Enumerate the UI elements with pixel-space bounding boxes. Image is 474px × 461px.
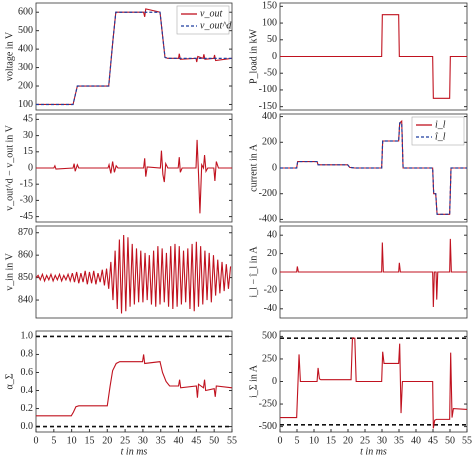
y-tick-label: 0 bbox=[28, 162, 33, 173]
y-tick-label: 15 bbox=[23, 146, 33, 157]
series-line bbox=[36, 139, 232, 214]
x-tick-label: 40 bbox=[411, 435, 421, 446]
x-tick-label: 55 bbox=[462, 435, 472, 446]
x-tick-label: 25 bbox=[120, 435, 130, 446]
y-tick-label: 500 bbox=[18, 25, 33, 36]
y-tick-label: 840 bbox=[18, 294, 33, 305]
y-tick-label: -400 bbox=[259, 214, 277, 225]
y-axis-label: i_l − î_l in A bbox=[248, 246, 259, 298]
y-tick-label: -20 bbox=[264, 285, 277, 296]
y-tick-label: 870 bbox=[18, 227, 33, 238]
y-tick-label: 0 bbox=[272, 162, 277, 173]
legend-box bbox=[411, 116, 465, 146]
x-axis-label: t in ms bbox=[121, 446, 148, 456]
x-tick-label: 30 bbox=[138, 435, 148, 446]
x-tick-label: 5 bbox=[295, 435, 300, 446]
x-axis-label: t in ms bbox=[360, 446, 387, 456]
y-tick-label: 200 bbox=[262, 137, 277, 148]
x-tick-label: 15 bbox=[326, 435, 336, 446]
y-tick-label: 150 bbox=[262, 1, 277, 12]
x-tick-label: 45 bbox=[428, 435, 438, 446]
x-tick-label: 55 bbox=[227, 435, 237, 446]
y-tick-label: 0.4 bbox=[21, 385, 34, 396]
y-tick-label: -40 bbox=[264, 303, 277, 314]
y-axis-label: P_load in kW bbox=[248, 28, 259, 84]
y-tick-label: 0.2 bbox=[21, 403, 34, 414]
y-tick-label: -100 bbox=[259, 84, 277, 95]
y-tick-label: 0.0 bbox=[21, 421, 34, 432]
y-axis-label: voltage in V bbox=[4, 31, 15, 81]
legend-label: i_l bbox=[435, 119, 446, 130]
y-tick-label: 40 bbox=[267, 229, 277, 240]
series-line bbox=[36, 11, 232, 106]
x-tick-label: 40 bbox=[174, 435, 184, 446]
series-line bbox=[280, 119, 467, 215]
y-axis-label: α_Σ bbox=[4, 373, 15, 389]
x-tick-label: 15 bbox=[84, 435, 94, 446]
y-tick-label: 500 bbox=[262, 331, 277, 342]
legend-box bbox=[176, 5, 230, 35]
y-tick-label: 0.8 bbox=[21, 349, 34, 360]
y-tick-label: 45 bbox=[23, 114, 33, 125]
x-tick-label: 35 bbox=[156, 435, 166, 446]
x-tick-label: 10 bbox=[309, 435, 319, 446]
y-tick-label: 850 bbox=[18, 272, 33, 283]
x-tick-label: 50 bbox=[445, 435, 455, 446]
y-tick-label: 50 bbox=[267, 34, 277, 45]
y-tick-label: -50 bbox=[264, 68, 277, 79]
plot-frame bbox=[35, 330, 233, 433]
y-tick-label: -15 bbox=[20, 178, 33, 189]
y-tick-label: 0 bbox=[272, 51, 277, 62]
x-tick-label: 30 bbox=[377, 435, 387, 446]
series-line bbox=[280, 14, 467, 99]
y-tick-label: 0 bbox=[272, 376, 277, 387]
legend-label: v_out^d bbox=[200, 20, 232, 31]
x-tick-label: 0 bbox=[278, 435, 283, 446]
y-tick-label: 100 bbox=[18, 99, 33, 110]
y-tick-label: 20 bbox=[267, 248, 277, 259]
y-tick-label: 600 bbox=[18, 7, 33, 18]
y-axis-label: current in A bbox=[248, 143, 259, 192]
series-line bbox=[35, 234, 232, 314]
x-tick-label: 25 bbox=[360, 435, 370, 446]
y-tick-label: 400 bbox=[18, 43, 33, 54]
y-tick-label: 0 bbox=[272, 266, 277, 277]
x-tick-label: 5 bbox=[51, 435, 56, 446]
y-axis-label: v_in in V bbox=[4, 252, 15, 290]
y-tick-label: 0.6 bbox=[21, 367, 34, 378]
y-tick-label: -45 bbox=[20, 211, 33, 222]
y-tick-label: -200 bbox=[259, 188, 277, 199]
y-tick-label: 250 bbox=[262, 353, 277, 364]
legend-label: î_l bbox=[435, 131, 446, 142]
y-tick-label: 1.0 bbox=[21, 331, 34, 342]
x-tick-label: 20 bbox=[343, 435, 353, 446]
y-axis-label: v_out^d − v_out in V bbox=[4, 124, 15, 210]
y-tick-label: 30 bbox=[23, 130, 33, 141]
legend-label: v_out bbox=[200, 8, 222, 19]
y-tick-label: -150 bbox=[259, 101, 277, 112]
series-line bbox=[36, 354, 233, 417]
y-tick-label: 300 bbox=[18, 62, 33, 73]
y-axis-label: i_Σ in A bbox=[248, 364, 259, 398]
plot-frame bbox=[35, 2, 233, 111]
series-line bbox=[280, 337, 468, 429]
x-tick-label: 50 bbox=[209, 435, 219, 446]
y-tick-label: -500 bbox=[259, 421, 277, 432]
y-tick-label: 860 bbox=[18, 249, 33, 260]
x-tick-label: 10 bbox=[67, 435, 77, 446]
y-tick-label: 200 bbox=[18, 80, 33, 91]
x-tick-label: 45 bbox=[191, 435, 201, 446]
x-tick-label: 0 bbox=[34, 435, 39, 446]
y-tick-label: 100 bbox=[262, 17, 277, 28]
y-tick-label: 400 bbox=[262, 111, 277, 122]
series-line bbox=[36, 8, 233, 106]
y-tick-label: -250 bbox=[259, 398, 277, 409]
x-tick-label: 20 bbox=[102, 435, 112, 446]
plot-frame bbox=[35, 225, 233, 319]
x-tick-label: 35 bbox=[394, 435, 404, 446]
y-tick-label: -30 bbox=[20, 195, 33, 206]
series-line bbox=[280, 238, 467, 307]
